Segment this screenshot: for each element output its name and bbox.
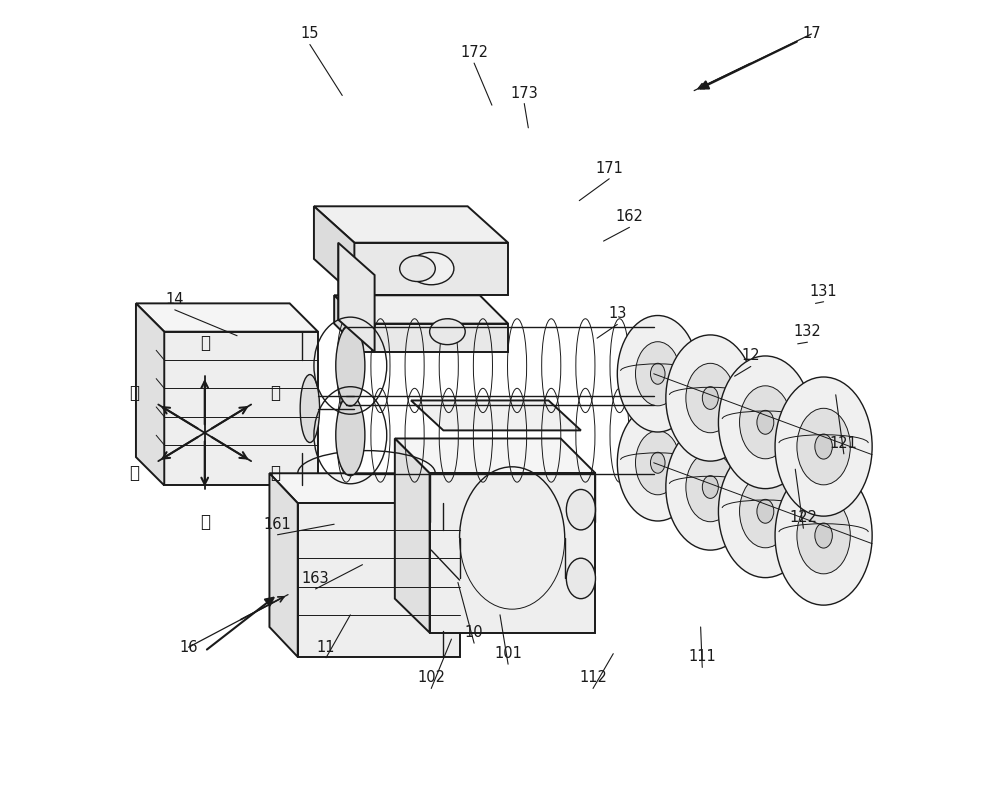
Polygon shape (269, 473, 460, 503)
Polygon shape (314, 206, 508, 243)
Text: 14: 14 (166, 292, 184, 307)
Polygon shape (269, 473, 298, 657)
Ellipse shape (740, 386, 791, 459)
Text: 101: 101 (494, 646, 522, 661)
Text: 10: 10 (465, 625, 483, 640)
Polygon shape (362, 324, 508, 352)
Ellipse shape (815, 434, 832, 459)
Polygon shape (136, 303, 164, 485)
Text: 13: 13 (608, 307, 626, 321)
Ellipse shape (338, 396, 355, 474)
Ellipse shape (718, 445, 812, 578)
Polygon shape (334, 295, 508, 324)
Ellipse shape (718, 356, 812, 489)
Ellipse shape (740, 475, 791, 548)
Ellipse shape (566, 558, 595, 599)
Ellipse shape (686, 363, 735, 433)
Ellipse shape (775, 466, 872, 605)
Ellipse shape (617, 316, 698, 432)
Ellipse shape (650, 452, 665, 473)
Ellipse shape (815, 523, 832, 548)
Ellipse shape (702, 476, 718, 498)
Ellipse shape (797, 498, 850, 574)
Text: 前: 前 (271, 464, 281, 482)
Text: 121: 121 (830, 436, 858, 451)
Text: 161: 161 (264, 517, 291, 532)
Ellipse shape (338, 327, 355, 404)
Ellipse shape (636, 430, 680, 495)
Ellipse shape (645, 396, 662, 474)
Text: 162: 162 (616, 210, 643, 224)
Text: 17: 17 (802, 27, 821, 41)
Text: 11: 11 (317, 640, 335, 654)
Ellipse shape (645, 327, 662, 404)
Ellipse shape (636, 341, 680, 406)
Ellipse shape (300, 375, 320, 443)
Ellipse shape (686, 452, 735, 522)
Text: 131: 131 (810, 284, 837, 299)
Text: 15: 15 (301, 27, 319, 41)
Polygon shape (354, 243, 508, 295)
Ellipse shape (702, 387, 718, 409)
Ellipse shape (797, 409, 850, 485)
Ellipse shape (666, 335, 755, 461)
Text: 12: 12 (741, 349, 760, 363)
Ellipse shape (617, 404, 698, 521)
Polygon shape (430, 473, 595, 633)
Polygon shape (395, 438, 430, 633)
Polygon shape (395, 438, 595, 473)
Text: 111: 111 (688, 650, 716, 664)
Ellipse shape (400, 256, 435, 282)
Text: 后: 后 (129, 383, 139, 401)
Text: 163: 163 (302, 571, 329, 586)
Text: 132: 132 (794, 324, 821, 339)
Text: 右: 右 (271, 383, 281, 401)
Ellipse shape (336, 325, 365, 406)
Ellipse shape (336, 395, 365, 476)
Polygon shape (334, 295, 362, 352)
Polygon shape (298, 503, 460, 657)
Polygon shape (164, 332, 318, 485)
Text: 171: 171 (595, 161, 623, 176)
Ellipse shape (757, 410, 774, 434)
Text: 102: 102 (417, 671, 445, 685)
Ellipse shape (650, 363, 665, 384)
Ellipse shape (566, 489, 595, 530)
Text: 左: 左 (129, 464, 139, 482)
Text: 173: 173 (510, 86, 538, 100)
Polygon shape (411, 400, 581, 430)
Polygon shape (314, 206, 354, 295)
Text: 172: 172 (460, 45, 488, 60)
Text: 16: 16 (179, 640, 198, 654)
Ellipse shape (442, 546, 461, 614)
Ellipse shape (409, 252, 454, 285)
Ellipse shape (666, 424, 755, 550)
Polygon shape (136, 303, 318, 332)
Ellipse shape (775, 377, 872, 516)
Ellipse shape (757, 499, 774, 523)
Text: 122: 122 (789, 510, 817, 525)
Text: 上: 上 (200, 334, 210, 353)
Text: 112: 112 (579, 671, 607, 685)
Polygon shape (338, 243, 375, 352)
Ellipse shape (430, 319, 465, 345)
Text: 下: 下 (200, 513, 210, 532)
